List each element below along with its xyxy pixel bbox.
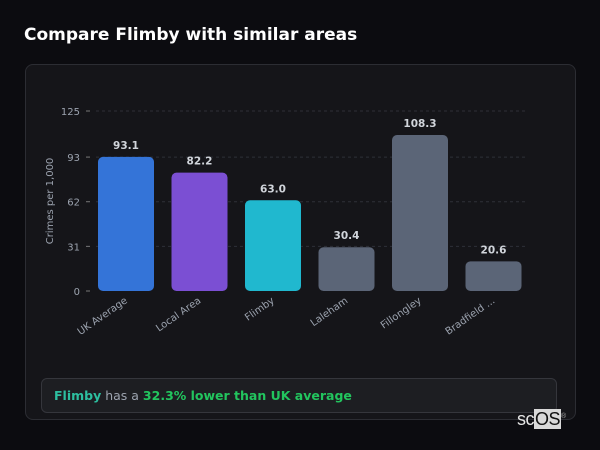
data-label: 63.0 — [260, 183, 286, 195]
data-label: 108.3 — [403, 118, 436, 130]
data-label: 93.1 — [113, 140, 139, 152]
y-axis-label: Crimes per 1,000 — [45, 158, 56, 245]
y-tick-label: 125 — [61, 107, 80, 118]
logo: scOS® — [517, 409, 566, 429]
x-tick-label: Local Area — [154, 295, 203, 334]
data-label: 82.2 — [187, 156, 213, 168]
x-tick-label: Laleham — [309, 295, 350, 329]
summary-area: Flimby — [54, 388, 102, 403]
summary-highlight: 32.3% lower than UK average — [142, 388, 352, 403]
bar-laleham — [318, 247, 375, 291]
summary-text: has a — [101, 388, 143, 403]
y-tick-label: 0 — [74, 287, 80, 298]
y-tick-label: 62 — [67, 198, 80, 209]
page-title: Compare Flimby with similar areas — [24, 25, 358, 45]
x-tick-label: Bradfield ... — [444, 295, 498, 337]
y-tick-label: 93 — [67, 153, 80, 164]
bar-local-area — [171, 172, 228, 291]
y-tick-label: 31 — [67, 242, 80, 253]
x-tick-label: UK Average — [76, 295, 130, 337]
data-label: 20.6 — [481, 244, 507, 256]
bar-flimby — [245, 200, 301, 291]
x-tick-label: Flimby — [243, 295, 277, 323]
data-label: 30.4 — [334, 230, 360, 242]
bar-uk-average — [98, 156, 154, 291]
x-tick-label: Fillongley — [379, 295, 424, 331]
bar-bradfield- — [465, 261, 522, 291]
summary-box: Flimby has a 32.3% lower than UK average — [41, 378, 557, 413]
bar-fillongley — [392, 135, 448, 291]
